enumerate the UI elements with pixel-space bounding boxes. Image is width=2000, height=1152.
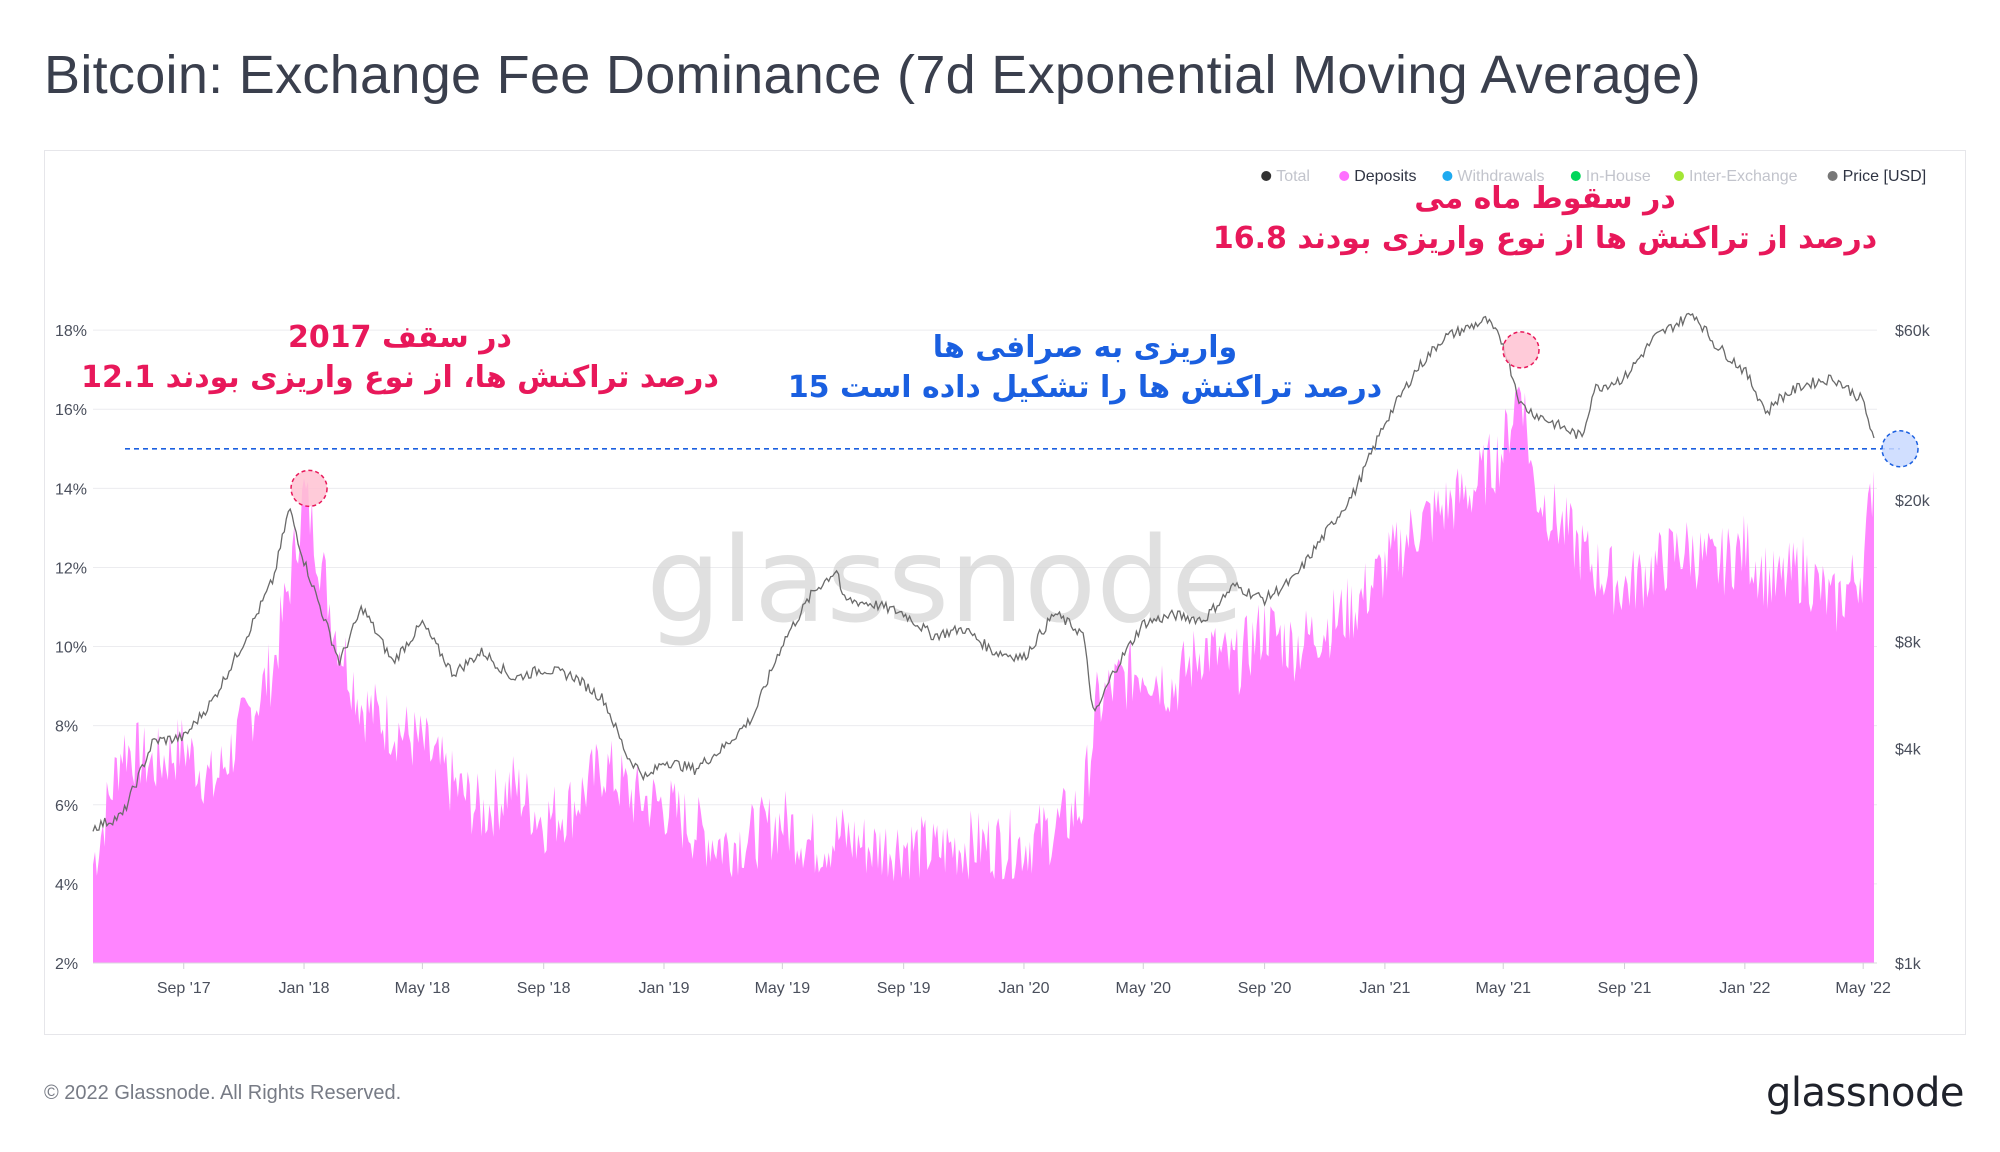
x-tick-label: May '19 [755,980,811,997]
marker-may-2021 [1502,331,1540,369]
deposits-area [93,386,1874,963]
legend-item-label: Withdrawals [1457,168,1544,185]
x-tick-label: Jan '22 [1719,980,1770,997]
y-right-tick-label: $4k [1895,742,1922,759]
copyright-text: © 2022 Glassnode. All Rights Reserved. [44,1082,402,1104]
y-right-tick-label: $60k [1895,323,1931,340]
chart-svg: glassnode Sep '17 Jan '18 May '18 Sep '18 Ja… [55,168,1931,997]
y-left-tick-label: 2% [55,956,78,973]
price-series [92,312,1875,832]
x-tick-label: May '22 [1835,980,1891,997]
annotation-right-line2: 16.8 درصد از تراکنش ها از نوع واریزی بود… [1213,221,1877,256]
x-tick-label: Sep '18 [517,980,571,997]
chart-panel: glassnode Sep '17 Jan '18 May '18 Sep '18 Ja… [44,150,1966,1035]
y-left-tick-label: 18% [55,323,87,340]
annotation-left-line1: در سقف 2017 [288,320,512,355]
marker-2017-peak [290,469,328,508]
legend-item-dot [1261,171,1272,181]
glassnode-logo[interactable]: glassnode [1765,1070,1965,1116]
x-tick-label: Jan '19 [638,980,689,997]
y-left-tick-label: 4% [55,877,78,894]
x-tick-label: Sep '19 [877,980,931,997]
legend: Price [USD] Inter-Exchange In-House Withdra… [1261,168,1926,185]
legend-item-dot [1674,171,1684,181]
price-line [92,312,1875,832]
legend-item-dot [1339,171,1350,181]
y-left-tick-label: 6% [55,798,78,815]
y-left-tick-label: 16% [55,402,87,419]
x-tick-label: Jan '18 [278,980,329,997]
legend-item-dot [1827,171,1838,181]
legend-item-label: Price [USD] [1843,168,1927,185]
x-tick-label: Jan '20 [998,980,1049,997]
legend-item-label: Total [1276,168,1310,185]
annotation-middle-line1: واریزی به صرافی ها [933,330,1237,365]
x-tick-label: May '18 [395,980,451,997]
chart-title: Bitcoin: Exchange Fee Dominance (7d Expo… [44,45,1701,105]
annotations: در سقف 2017 12.1 درصد تراکنش ها، از نوع … [81,181,1877,405]
legend-item-label: In-House [1586,168,1651,185]
axes: Sep '17 Jan '18 May '18 Sep '18 Jan '19 May '… [55,323,1931,997]
reference-line-group [125,331,1919,508]
x-tick-label: May '21 [1475,980,1531,997]
y-right-tick-label: $8k [1895,635,1922,652]
x-tick-label: Jan '21 [1359,980,1410,997]
x-tick-label: Sep '20 [1238,980,1292,997]
y-right-tick-label: $20k [1895,493,1931,510]
legend-item-dot [1442,171,1453,181]
watermark: glassnode [646,511,1243,649]
y-left-tick-label: 14% [55,481,87,498]
y-left-tick-label: 10% [55,640,87,657]
legend-item-label: Deposits [1354,168,1416,185]
annotation-middle-line2: 15 درصد تراکنش ها را تشکیل داده است [788,370,1382,405]
marker-current [1881,430,1919,468]
y-right-tick-label: $1k [1895,956,1922,973]
y-left-tick-label: 12% [55,560,87,577]
deposits-series [93,386,1874,963]
x-tick-label: May '20 [1116,980,1172,997]
legend-item-label: Inter-Exchange [1689,168,1798,185]
legend-item-dot [1570,171,1581,181]
x-tick-label: Sep '21 [1598,980,1652,997]
annotation-right-line1: در سقوط ماه می [1414,181,1676,216]
x-tick-label: Sep '17 [157,980,211,997]
annotation-left-line2: 12.1 درصد تراکنش ها، از نوع واریزی بودند [81,360,719,395]
y-left-tick-label: 8% [55,719,78,736]
